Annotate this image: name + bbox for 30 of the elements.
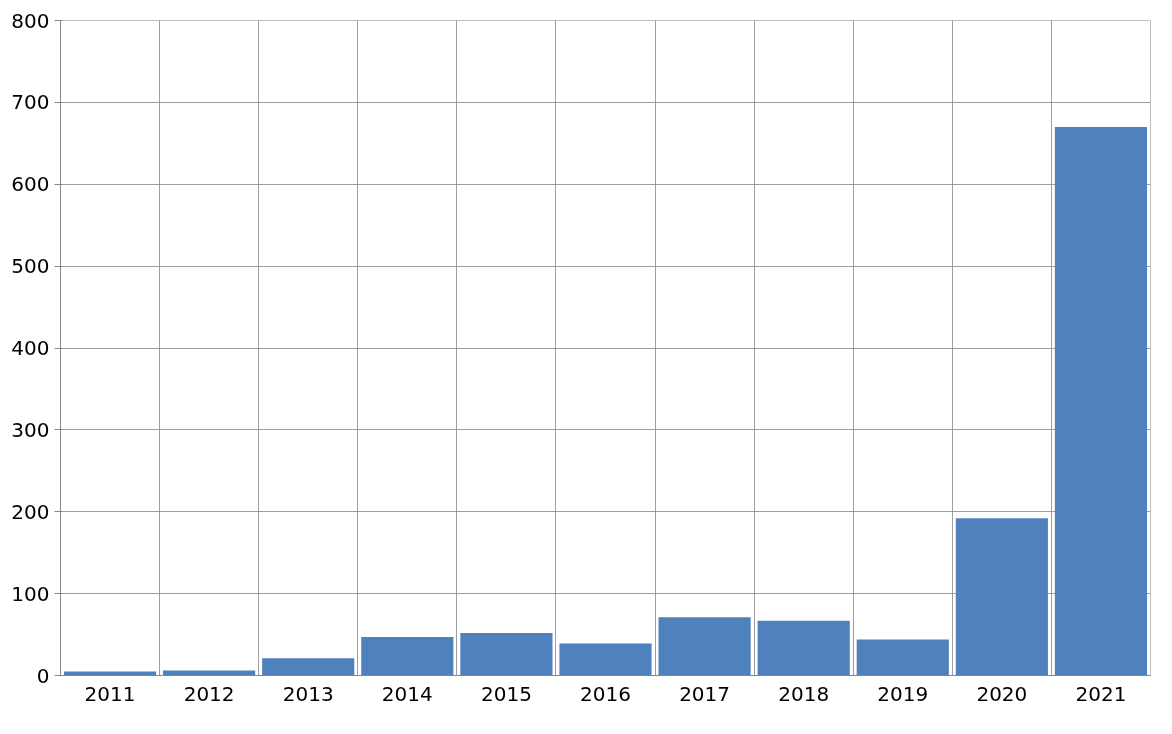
bar bbox=[262, 658, 355, 676]
bar bbox=[658, 617, 751, 676]
y-tick-label: 0 bbox=[36, 663, 50, 688]
bar bbox=[559, 643, 652, 676]
x-tick-label: 2018 bbox=[778, 681, 830, 706]
bar bbox=[361, 637, 454, 676]
x-tick-label: 2015 bbox=[480, 681, 532, 706]
x-tick-label: 2017 bbox=[679, 681, 731, 706]
x-tick-label: 2014 bbox=[381, 681, 433, 706]
x-tick-label: 2019 bbox=[877, 681, 929, 706]
x-tick-label: 2021 bbox=[1075, 681, 1127, 706]
x-tick-label: 2011 bbox=[84, 681, 136, 706]
bar bbox=[460, 632, 553, 676]
x-tick-label: 2012 bbox=[183, 681, 235, 706]
y-tick-label: 700 bbox=[11, 90, 50, 115]
y-tick-label: 400 bbox=[11, 336, 50, 360]
x-tick-label: 2020 bbox=[976, 681, 1028, 706]
bar bbox=[856, 639, 949, 676]
y-tick-label: 800 bbox=[11, 8, 50, 33]
y-tick-label: 100 bbox=[11, 581, 50, 606]
y-tick-label: 200 bbox=[11, 499, 50, 524]
bar bbox=[1054, 126, 1148, 676]
y-tick-label: 600 bbox=[11, 172, 50, 197]
x-tick-label: 2013 bbox=[282, 681, 334, 706]
bar bbox=[757, 620, 850, 676]
y-tick-label: 300 bbox=[11, 417, 50, 442]
bar bbox=[63, 671, 157, 676]
bar bbox=[955, 518, 1048, 676]
x-tick-label: 2016 bbox=[580, 681, 631, 706]
y-tick-label: 500 bbox=[11, 254, 50, 279]
